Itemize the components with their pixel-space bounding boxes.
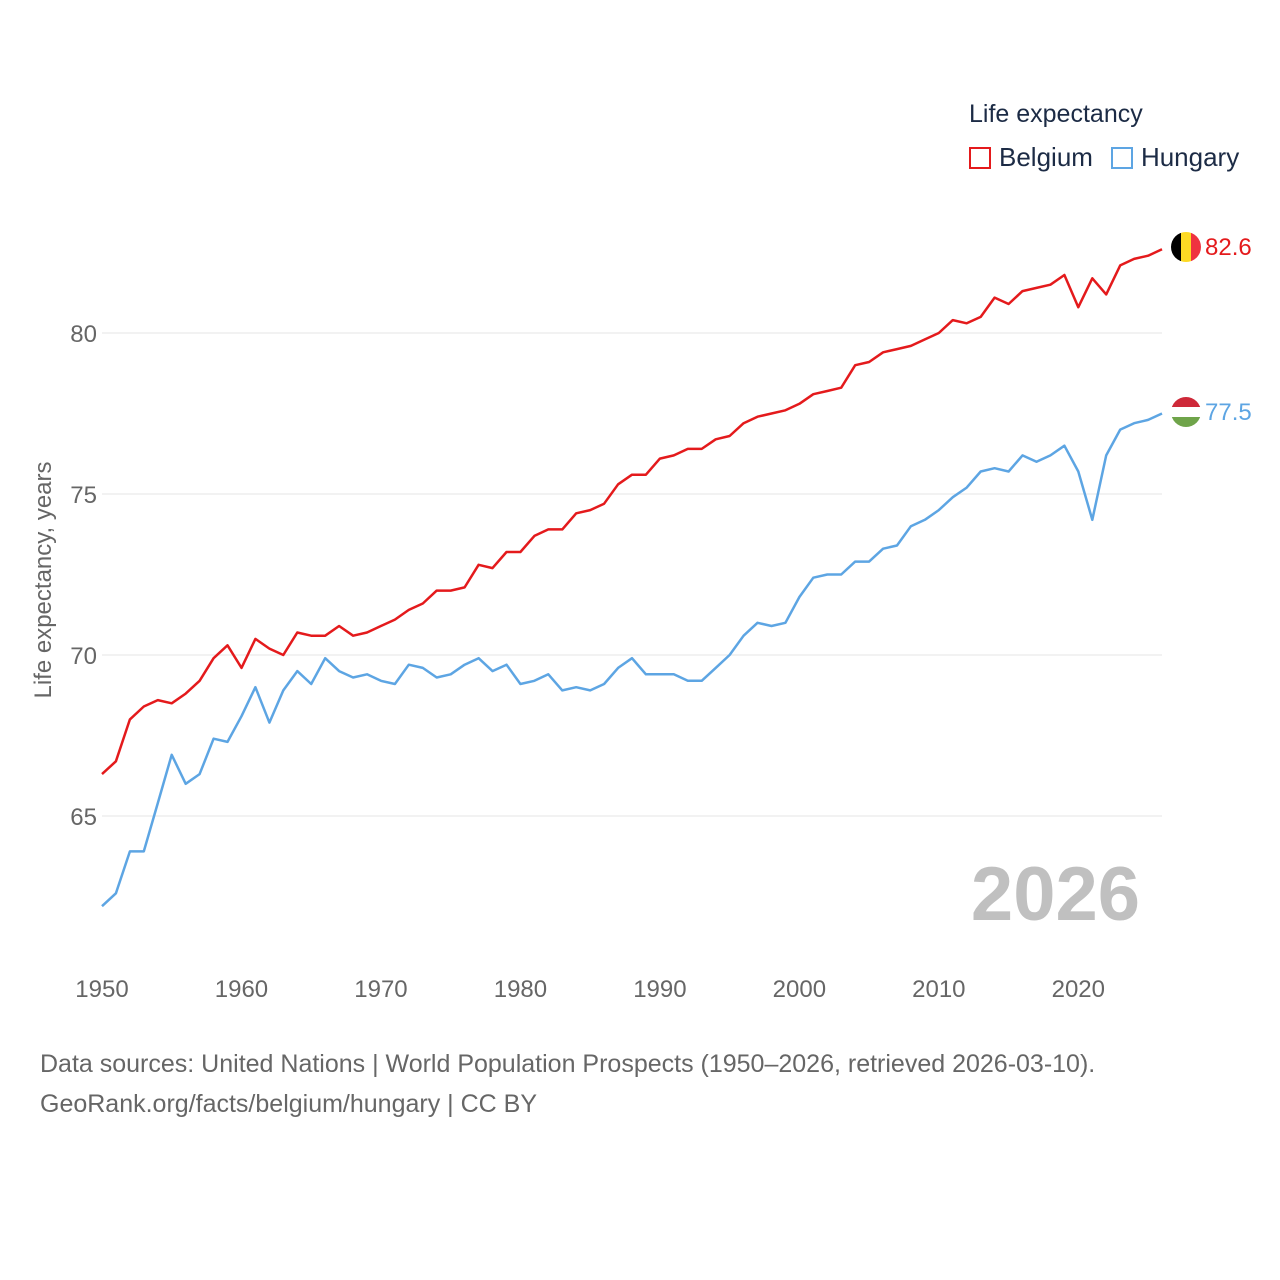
x-tick-label: 1970 [354, 976, 407, 1003]
legend-item-belgium[interactable]: Belgium [969, 142, 1093, 173]
y-axis-label: Life expectancy, years [30, 461, 57, 698]
y-tick-label: 80 [70, 321, 97, 348]
x-tick-label: 2000 [773, 976, 826, 1003]
x-axis-ticks: 1950 1960 1970 1980 1990 2000 2010 2020 [75, 976, 1105, 1003]
x-tick-label: 1950 [75, 976, 128, 1003]
x-tick-label: 1980 [494, 976, 547, 1003]
data-sources: Data sources: United Nations | World Pop… [40, 1050, 1096, 1078]
attribution: GeoRank.org/facts/belgium/hungary | CC B… [40, 1090, 538, 1118]
y-tick-label: 65 [70, 804, 97, 831]
legend-title: Life expectancy [969, 100, 1143, 128]
hungary-flag [1171, 397, 1201, 427]
legend-label-belgium: Belgium [999, 142, 1093, 172]
y-axis-ticks: 65 70 75 80 [70, 321, 97, 831]
x-tick-label: 2010 [912, 976, 965, 1003]
legend-label-hungary: Hungary [1140, 142, 1240, 172]
y-tick-label: 70 [70, 643, 97, 670]
legend-swatch-hungary [1110, 146, 1133, 169]
belgium-flag [1171, 232, 1201, 262]
year-watermark: 2026 [971, 852, 1140, 937]
gridlines [102, 332, 1162, 817]
hungary-end-label: 77.5 [1205, 399, 1252, 426]
x-tick-label: 1960 [215, 976, 268, 1003]
series-line-hungary [101, 412, 1163, 908]
x-tick-label: 2020 [1052, 976, 1105, 1003]
belgium-end-label: 82.6 [1205, 234, 1252, 261]
x-tick-label: 1990 [633, 976, 686, 1003]
series-line-belgium [101, 248, 1163, 776]
legend-item-hungary[interactable]: Hungary [1110, 142, 1240, 173]
legend-swatch-belgium [969, 146, 991, 169]
legend: Belgium Hungary [969, 142, 1257, 173]
y-tick-label: 75 [70, 482, 97, 509]
series-lines [101, 248, 1163, 908]
source-note: Data sources: United Nations | World Pop… [40, 1044, 1095, 1124]
